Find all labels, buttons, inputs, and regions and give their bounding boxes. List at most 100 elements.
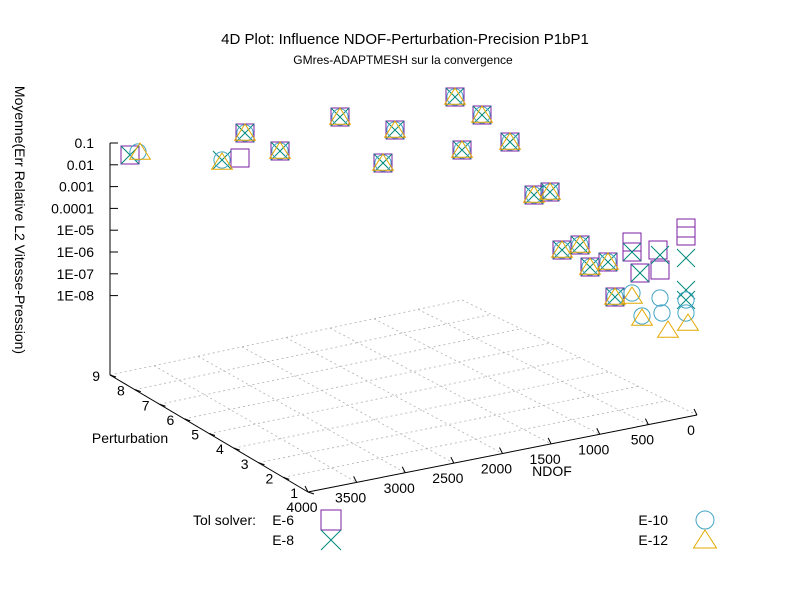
- z-tick-label: 1E-05: [57, 222, 95, 238]
- legend-marker-cross: [320, 529, 342, 551]
- perturbation-tick: [184, 418, 191, 422]
- data-point-triangle: [568, 235, 592, 253]
- ndof-tick: [450, 456, 455, 464]
- data-point-square: [648, 240, 668, 260]
- data-point-cross: [676, 280, 696, 300]
- y-axis-label: Perturbation: [92, 430, 168, 446]
- legend-markers: [320, 509, 718, 551]
- legend-title: Tol solver:: [193, 512, 256, 528]
- data-point-triangle: [371, 153, 395, 171]
- data-point-triangle: [620, 286, 644, 304]
- ndof-tick: [304, 485, 309, 493]
- data-point-triangle: [328, 107, 352, 125]
- data-point-triangle: [443, 87, 467, 105]
- floor-grid: [109, 299, 698, 493]
- z-tick-label: 0.001: [59, 179, 94, 195]
- data-point-cross: [676, 290, 696, 310]
- perturbation-tick: [283, 476, 290, 480]
- z-axis-label: Moyenne(Err Relative L2 Vitesse-Pression…: [12, 86, 28, 354]
- data-point-triangle: [383, 120, 407, 138]
- legend-label-e6: E-6: [272, 512, 294, 528]
- z-tick-label: 1E-06: [57, 244, 95, 260]
- legend-label-e12: E-12: [638, 532, 668, 548]
- perturbation-tick-label: 6: [166, 412, 174, 428]
- ndof-tick-label: 4000: [286, 499, 317, 515]
- ndof-tick: [353, 476, 358, 483]
- chart-subtitle: GMres-ADAPTMESH sur la convergence: [293, 53, 513, 67]
- ndof-tick-label: 3000: [384, 480, 415, 496]
- grid-line-ndof: [153, 365, 357, 483]
- perturbation-tick: [233, 447, 240, 451]
- legend: Tol solver: E-6 E-8 E-10 E-12: [193, 509, 718, 551]
- perturbation-tick: [307, 491, 315, 495]
- perturbation-tick: [134, 389, 141, 393]
- z-tick-label: 0.01: [67, 157, 94, 173]
- data-point-triangle: [656, 320, 680, 338]
- ndof-tick-label: 1500: [530, 451, 561, 467]
- data-point-triangle: [522, 185, 546, 203]
- grid-line-perturbation: [233, 371, 609, 449]
- legend-label-e10: E-10: [638, 512, 668, 528]
- data-point-triangle: [676, 313, 700, 331]
- grid-line-perturbation: [159, 328, 521, 405]
- z-tick-label: 1E-08: [57, 288, 95, 304]
- grid-line-ndof: [373, 318, 600, 435]
- grid-line-ndof: [285, 337, 503, 454]
- grid-line-ndof: [197, 355, 406, 474]
- tick-labels: 0.1 0.01 0.001 0.0001 1E-05 1E-06 1E-07 1E-08 1 2…: [51, 135, 695, 515]
- z-tick-label: 0.0001: [51, 200, 94, 216]
- perturbation-tick-label: 5: [191, 427, 199, 443]
- data-point-circle: [653, 304, 671, 322]
- data-point-square: [622, 242, 642, 262]
- data-point-triangle: [550, 240, 574, 258]
- data-point-triangle: [630, 308, 654, 326]
- legend-marker-triangle: [692, 529, 718, 549]
- data-point-cross: [630, 263, 650, 283]
- data-point-square: [630, 263, 650, 283]
- data-point-square: [120, 145, 140, 165]
- ndof-tick-label: 2500: [432, 470, 463, 486]
- grid-line-perturbation: [208, 357, 580, 434]
- z-tick-label: 0.1: [75, 135, 95, 151]
- chart-title: 4D Plot: Influence NDOF-Perturbation-Pre…: [221, 31, 589, 48]
- data-point-circle: [651, 289, 669, 307]
- legend-label-e8: E-8: [272, 532, 294, 548]
- perturbation-tick-label: 7: [142, 397, 150, 413]
- data-point-triangle: [268, 141, 292, 159]
- ndof-tick: [644, 418, 649, 425]
- perturbation-tick-label: 1: [290, 485, 298, 501]
- ndof-tick-label: 3500: [335, 489, 366, 505]
- data-point-triangle: [128, 142, 152, 160]
- perturbation-tick-label: 2: [265, 470, 273, 486]
- ndof-tick: [499, 447, 503, 454]
- axes: [109, 142, 698, 495]
- data-point-triangle: [596, 252, 620, 270]
- ndof-tick-label: 1000: [578, 441, 609, 457]
- perturbation-tick-label: 4: [216, 441, 224, 457]
- ndof-tick-label: 0: [687, 422, 695, 438]
- legend-marker-circle: [695, 510, 715, 530]
- data-point-triangle: [603, 287, 627, 305]
- data-point-triangle: [538, 182, 562, 200]
- data-point-cross: [622, 242, 642, 262]
- x-axis-label: NDOF: [532, 463, 572, 479]
- grid-line-ndof: [329, 327, 552, 445]
- data-point-triangle: [233, 123, 257, 141]
- ndof-tick-label: 2000: [481, 461, 512, 477]
- z-tick-label: 1E-07: [57, 266, 95, 282]
- data-point-circle: [677, 291, 695, 309]
- data-point-circle: [213, 151, 231, 169]
- perturbation-tick: [159, 403, 166, 407]
- perturbation-tick-label: 3: [241, 456, 249, 472]
- data-point-cross: [650, 245, 670, 265]
- data-point-triangle: [470, 105, 494, 123]
- ndof-tick: [596, 428, 601, 435]
- perturbation-tick-label: 8: [117, 383, 125, 399]
- perturbation-tick: [109, 374, 117, 378]
- perturbation-tick: [258, 462, 265, 466]
- data-point-triangle: [578, 257, 602, 275]
- grid-line-ndof: [461, 299, 698, 416]
- ndof-tick: [401, 466, 406, 473]
- grid-line-perturbation: [283, 400, 668, 478]
